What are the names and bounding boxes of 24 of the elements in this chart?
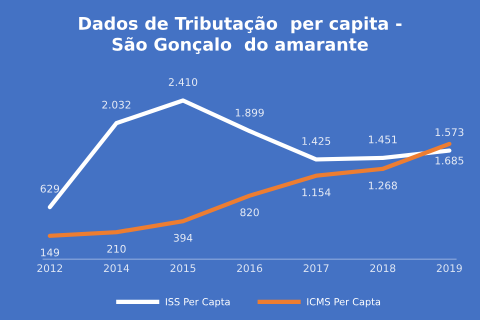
data-label: 2.032	[102, 100, 130, 109]
x-tick-label: 2018	[370, 264, 396, 272]
data-label: 820	[240, 208, 259, 216]
data-label: 1.154	[302, 188, 331, 196]
data-label: 210	[107, 244, 126, 253]
data-label: 1.268	[368, 182, 397, 190]
data-label: 629	[40, 184, 60, 193]
data-label: 149	[41, 248, 60, 256]
x-tick-label: 2012	[37, 264, 62, 272]
data-label: 1.573	[436, 128, 464, 136]
data-label: 1.899	[236, 108, 264, 117]
data-label: 1.685	[436, 156, 464, 164]
legend-label: ICMS Per Capta	[307, 298, 380, 308]
data-label: 1.425	[302, 137, 330, 145]
x-tick-label: 2019	[436, 264, 462, 272]
data-label: 2.410	[168, 78, 198, 86]
x-tick-label: 2014	[104, 264, 130, 272]
data-label: 1.451	[368, 136, 397, 144]
chart-title: Dados de Tributação per capita - São Gonçalo do amarante	[79, 16, 402, 54]
x-tick-label: 2017	[304, 264, 329, 272]
x-tick-label: 2015	[170, 264, 196, 272]
legend-label: ISS Per Capta	[166, 298, 230, 308]
data-label: 394	[174, 234, 192, 242]
x-tick-label: 2016	[237, 264, 262, 272]
